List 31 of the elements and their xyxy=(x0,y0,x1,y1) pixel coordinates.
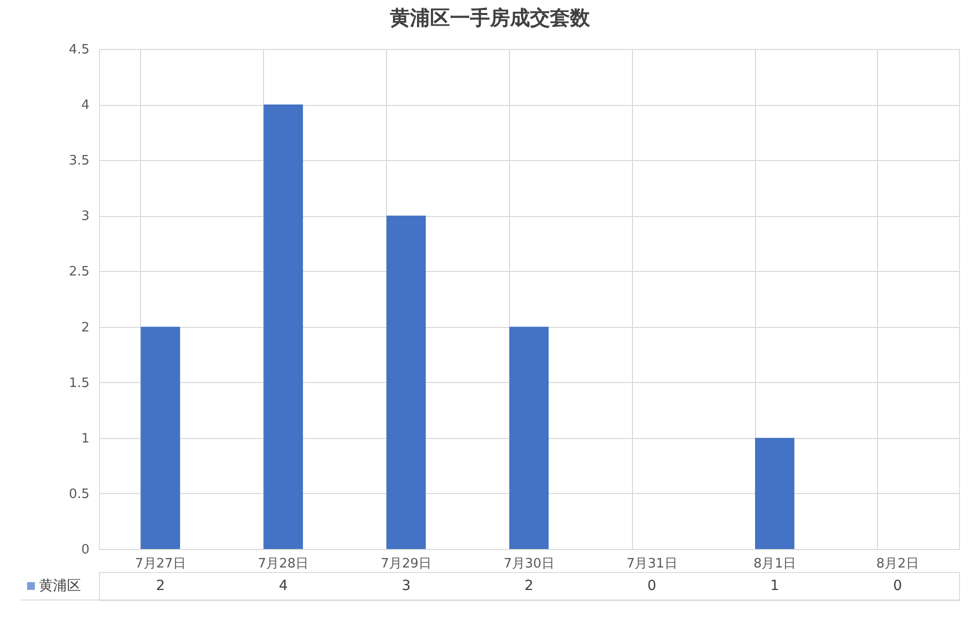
x-tick-label: 8月2日 xyxy=(876,556,919,572)
y-tick-label: 0.5 xyxy=(68,486,90,502)
data-label: 0 xyxy=(647,578,656,594)
bar xyxy=(509,326,549,549)
data-label: 0 xyxy=(893,578,902,594)
y-tick-label: 4.5 xyxy=(68,42,90,58)
y-tick-label: 0 xyxy=(81,542,90,558)
x-tick-label: 7月29日 xyxy=(380,556,432,572)
data-label: 4 xyxy=(278,578,288,594)
y-tick-label: 3.5 xyxy=(68,154,90,169)
x-tick-label: 7月31日 xyxy=(626,556,678,572)
data-label: 1 xyxy=(770,578,780,594)
bar xyxy=(140,326,180,549)
legend-label: 黄浦区 xyxy=(39,578,81,594)
y-tick-label: 4 xyxy=(81,98,90,114)
y-tick-label: 1.5 xyxy=(68,376,90,391)
bar xyxy=(386,216,426,549)
y-tick-label: 1 xyxy=(81,431,90,446)
x-tick-label: 7月27日 xyxy=(135,556,186,572)
x-tick-label: 8月1日 xyxy=(753,556,796,572)
x-tick-label: 7月28日 xyxy=(258,556,309,572)
chart-title: 黄浦区一手房成交套数 xyxy=(389,6,591,30)
data-label: 2 xyxy=(156,578,165,594)
y-tick-label: 2.5 xyxy=(68,264,90,280)
bar xyxy=(264,104,303,549)
y-tick-label: 2 xyxy=(81,320,90,336)
data-label: 3 xyxy=(402,578,411,594)
x-tick-label: 7月30日 xyxy=(504,556,554,572)
data-label: 2 xyxy=(524,578,534,594)
y-tick-label: 3 xyxy=(81,209,90,224)
bar xyxy=(755,438,794,549)
